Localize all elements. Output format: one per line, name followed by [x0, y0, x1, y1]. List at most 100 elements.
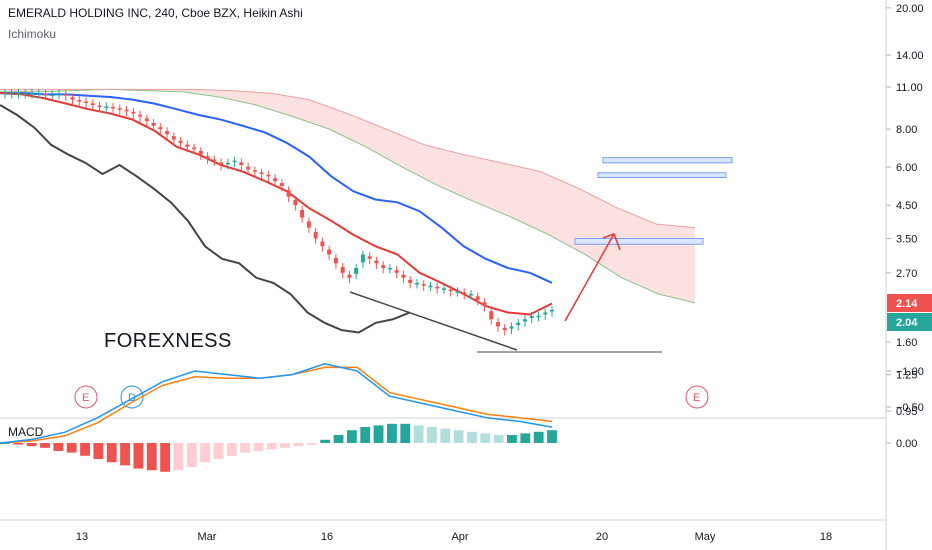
price-label: 2.04 — [896, 317, 918, 329]
time-tick-label: 18 — [820, 531, 832, 543]
macd-histogram-bar — [26, 443, 37, 447]
lagging-span — [0, 104, 411, 334]
candle-body — [70, 97, 75, 100]
candle-body — [522, 319, 527, 322]
price-tick-label: 14.00 — [896, 50, 924, 62]
candle-body — [259, 172, 264, 175]
macd-histogram-bar — [106, 443, 117, 463]
candle-body — [428, 285, 433, 288]
candle-body — [36, 93, 41, 95]
candle-body — [131, 111, 136, 114]
macd-histogram-bar — [160, 443, 171, 472]
candle-body — [117, 108, 122, 110]
candle-body — [225, 162, 230, 165]
price-tick-label: 20.00 — [896, 3, 924, 15]
macd-histogram-bar — [533, 431, 544, 443]
price-tick-label: 11.00 — [896, 82, 923, 94]
time-tick-label: Mar — [198, 531, 217, 543]
time-tick-label: 16 — [321, 531, 333, 543]
candle-body — [97, 105, 102, 108]
indicator-legend[interactable]: Ichimoku — [8, 27, 57, 41]
macd-tick-label: −0.50 — [896, 402, 924, 414]
price-label: 2.14 — [896, 298, 918, 310]
macd-histogram-bar — [213, 443, 224, 459]
candle-body — [232, 160, 237, 163]
candle-body — [104, 106, 109, 108]
macd-histogram-bar — [93, 443, 104, 459]
candle-body — [205, 156, 210, 159]
macd-histogram-bar — [13, 443, 24, 445]
candle-body — [333, 257, 338, 264]
macd-histogram-bar — [413, 425, 424, 443]
candle-body — [536, 315, 541, 318]
resistance-zone — [574, 237, 704, 245]
candle-body — [502, 327, 507, 331]
candle-body — [138, 114, 143, 117]
support-trendline — [349, 291, 518, 351]
price-label-bg — [887, 313, 932, 331]
conversion-line — [0, 92, 553, 284]
candle-body — [171, 136, 176, 140]
macd-histogram-bar — [333, 435, 344, 443]
candle-body — [84, 101, 89, 103]
candle-body — [381, 265, 386, 268]
candle-body — [347, 274, 352, 278]
macd-histogram-bar — [306, 443, 317, 445]
candle-body — [16, 93, 21, 95]
candle-body — [374, 260, 379, 264]
macd-histogram-bar — [133, 443, 144, 469]
macd-histogram-bar — [80, 443, 90, 456]
forecast-arrow-line — [564, 233, 615, 322]
candle-body — [30, 93, 35, 95]
candle-body — [306, 221, 311, 228]
candle-body — [482, 302, 487, 307]
candle-body — [509, 326, 514, 329]
macd-histogram-bar — [507, 435, 517, 443]
candle-body — [367, 256, 372, 259]
candle-body — [300, 210, 305, 218]
macd-line — [0, 363, 553, 444]
macd-histogram-bar — [293, 443, 304, 447]
candle-body — [354, 267, 359, 274]
candle-body — [475, 296, 480, 300]
candle-body — [273, 178, 278, 182]
macd-histogram-bar — [360, 427, 371, 443]
candle-body — [313, 231, 318, 239]
candle-body — [340, 267, 345, 273]
macd-histogram-bar — [320, 439, 331, 443]
time-tick-label: 20 — [596, 531, 608, 543]
macd-tick-label: −1.00 — [896, 366, 924, 378]
candle-body — [468, 293, 473, 296]
candle-body — [543, 312, 548, 315]
candle-body — [516, 322, 521, 325]
candle-body — [111, 106, 116, 109]
macd-histogram-bar — [346, 430, 357, 443]
candle-body — [394, 269, 399, 273]
candle-body — [320, 241, 325, 247]
time-tick-label: May — [695, 531, 716, 543]
candle-body — [144, 118, 149, 122]
macd-histogram-bar — [146, 443, 157, 471]
base-line — [0, 92, 553, 316]
price-tick-label: 0.95 — [896, 406, 917, 418]
candle-body — [266, 174, 271, 177]
macd-histogram-bar — [0, 443, 10, 444]
candle-body — [293, 200, 298, 206]
candle-body — [9, 93, 14, 95]
candle-body — [286, 190, 291, 197]
macd-histogram-bar — [493, 435, 504, 443]
candle-body — [360, 254, 365, 263]
candle-body — [279, 183, 284, 187]
candle-body — [124, 109, 129, 112]
candle-body — [401, 274, 406, 278]
candle-body — [421, 284, 426, 286]
candle-body — [219, 162, 224, 165]
macd-histogram-bar — [426, 427, 437, 443]
event-marker-label: E — [693, 392, 700, 404]
ichimoku-cloud — [0, 89, 695, 303]
macd-histogram-bar — [400, 423, 411, 443]
candle-body — [3, 93, 7, 95]
candle-body — [387, 267, 392, 270]
